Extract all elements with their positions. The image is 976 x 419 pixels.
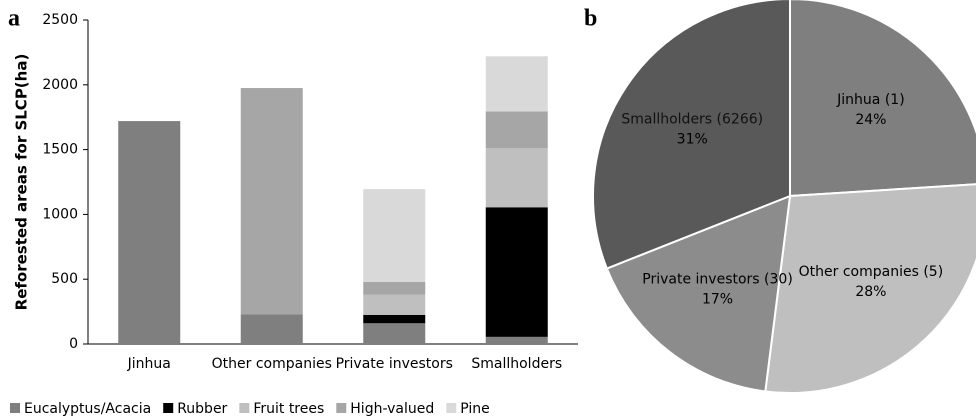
panel-label: a — [8, 6, 20, 32]
legend-label: Pine — [460, 401, 490, 417]
x-tick-label: Jinhua — [127, 356, 171, 372]
slice-label: Private investors (30) — [642, 271, 793, 287]
legend-swatch — [163, 403, 174, 413]
bar-segment — [363, 189, 426, 282]
y-tick-label: 500 — [51, 271, 78, 287]
legend-label: Eucalyptus/Acacia — [24, 401, 151, 417]
legend-label: Rubber — [177, 401, 227, 417]
y-tick-label: 0 — [69, 336, 78, 352]
legend-swatch — [10, 403, 20, 413]
legend-swatch — [446, 403, 457, 413]
y-tick-label: 1000 — [42, 206, 78, 222]
bar-segment — [363, 314, 426, 324]
x-tick-label: Other companies — [212, 356, 332, 372]
slice-label: Smallholders (6266) — [621, 112, 763, 128]
bar-segment — [363, 281, 426, 295]
y-tick-label: 2500 — [42, 12, 78, 28]
legend-label: High-valued — [350, 401, 434, 417]
y-tick-label: 1500 — [42, 142, 78, 158]
bar-segment — [363, 294, 426, 315]
bar-segment — [485, 336, 548, 344]
bar-segment — [485, 56, 548, 112]
slice-value-label: 24% — [855, 112, 886, 128]
bar-segment — [118, 121, 181, 344]
legend-swatch — [239, 403, 250, 413]
slice-label: Jinhua (1) — [836, 92, 905, 108]
bar-segment — [240, 314, 303, 344]
x-tick-label: Private investors — [336, 356, 453, 372]
pie-slice — [605, 194, 792, 393]
bar-segment — [240, 88, 303, 315]
bar-segment — [485, 111, 548, 149]
pie-slice — [764, 183, 976, 394]
slice-value-label: 17% — [702, 291, 733, 307]
bar-segment — [363, 323, 426, 344]
y-tick-label: 2000 — [42, 77, 78, 93]
panel-label: b — [584, 6, 597, 32]
bar-segment — [485, 148, 548, 208]
bar-segment — [485, 207, 548, 337]
legend-label: Fruit trees — [253, 401, 324, 417]
slice-label: Other companies (5) — [799, 264, 944, 280]
pie-slice — [592, 0, 791, 270]
y-axis-label: Reforested areas for SLCP(ha) — [13, 54, 31, 311]
x-tick-label: Smallholders — [471, 356, 562, 372]
slice-value-label: 31% — [677, 132, 708, 148]
pie-slice — [789, 0, 976, 198]
slice-value-label: 28% — [855, 284, 886, 300]
legend-swatch — [336, 403, 347, 413]
